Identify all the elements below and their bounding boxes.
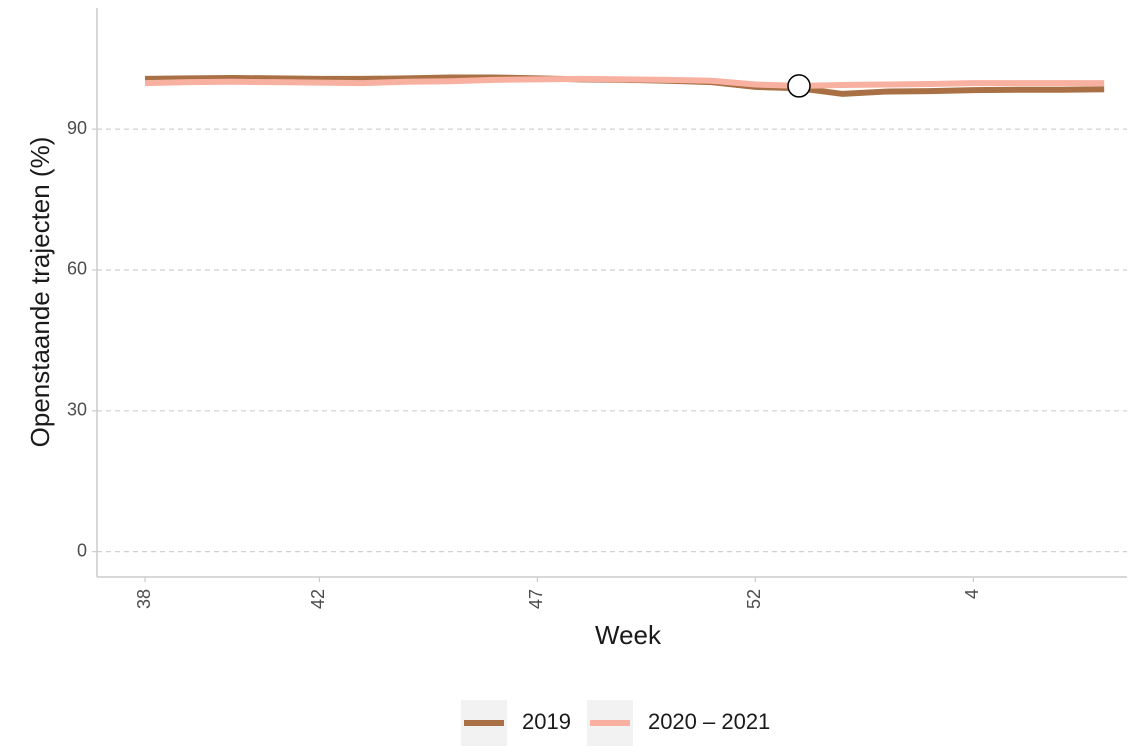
x-tick-label: 47	[526, 589, 546, 609]
legend-label: 2019	[522, 709, 571, 734]
x-tick-label: 42	[308, 589, 328, 609]
y-tick-label: 0	[77, 540, 87, 560]
x-axis-title: Week	[595, 620, 662, 650]
highlight-marker	[787, 74, 811, 98]
series-line	[144, 75, 1105, 89]
y-tick-label: 90	[67, 118, 87, 138]
x-tick-label: 38	[134, 589, 154, 609]
legend-label: 2020 – 2021	[648, 709, 770, 734]
x-tick-label: 52	[744, 589, 764, 609]
x-tick-label: 4	[962, 589, 982, 599]
y-tick-label: 60	[67, 259, 87, 279]
y-axis-title: Openstaande trajecten (%)	[25, 137, 55, 448]
y-tick-label: 30	[67, 400, 87, 420]
